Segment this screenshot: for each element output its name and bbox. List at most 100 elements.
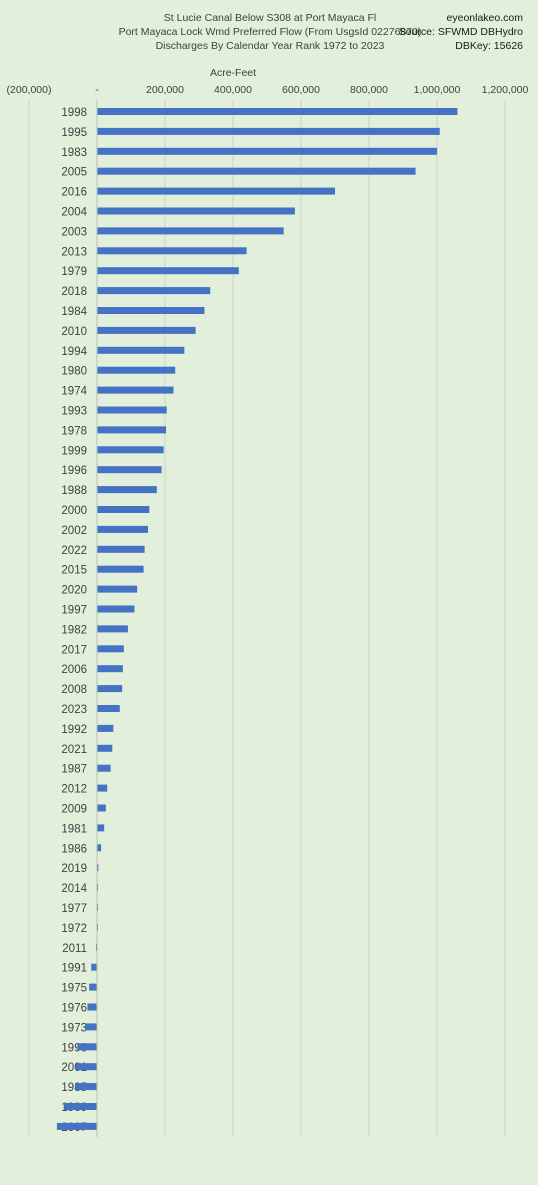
bar <box>97 685 123 693</box>
bar <box>97 804 106 812</box>
x-axis-title: Acre-Feet <box>210 67 256 79</box>
y-category-label: 2019 <box>61 863 87 875</box>
y-category-label: 2021 <box>61 744 87 756</box>
y-category-label: 1991 <box>61 963 87 975</box>
bar <box>97 446 164 454</box>
y-category-label: 2015 <box>61 565 87 577</box>
y-category-label: 2009 <box>61 804 87 816</box>
bar <box>97 167 416 175</box>
y-category-label: 1972 <box>61 923 87 935</box>
y-category-label: 1974 <box>61 386 87 398</box>
y-category-label: 1998 <box>61 107 87 119</box>
x-tick-label: 400,000 <box>214 84 252 96</box>
y-category-label: 1980 <box>61 366 87 378</box>
y-category-label: 2018 <box>61 286 87 298</box>
y-category-label: 2014 <box>61 883 87 895</box>
bar <box>97 864 99 872</box>
bar <box>97 366 176 374</box>
y-category-label: 1979 <box>61 266 87 278</box>
y-category-label: 1978 <box>61 425 87 437</box>
y-category-label: 1973 <box>61 1022 87 1034</box>
y-category-label: 1976 <box>61 1003 87 1015</box>
bar <box>97 227 284 235</box>
bar <box>97 187 335 195</box>
bar <box>74 1083 97 1091</box>
x-tick-label: 600,000 <box>282 84 320 96</box>
x-tick-label: - <box>95 84 99 96</box>
y-category-label: 1975 <box>61 983 87 995</box>
chart-title-block: St Lucie Canal Below S308 at Port Mayaca… <box>100 11 440 53</box>
chart-subtitle: Port Mayaca Lock Wmd Preferred Flow (Fro… <box>118 26 422 38</box>
bar <box>97 784 108 792</box>
bar <box>97 565 144 573</box>
bar <box>97 466 162 474</box>
bar <box>75 1063 97 1071</box>
x-tick-label: 1,200,000 <box>482 84 529 96</box>
bar <box>97 207 295 215</box>
bar <box>97 625 128 633</box>
y-category-label: 1977 <box>61 903 87 915</box>
y-category-label: 1999 <box>61 445 87 457</box>
y-category-label: 2008 <box>61 684 87 696</box>
y-category-label: 1995 <box>61 127 87 139</box>
y-category-label: 2016 <box>61 187 87 199</box>
y-category-label: 1996 <box>61 465 87 477</box>
bar <box>97 545 145 553</box>
y-category-label: 2006 <box>61 664 87 676</box>
bar <box>97 724 114 732</box>
bar <box>97 247 247 255</box>
y-category-label: 1982 <box>61 624 87 636</box>
y-category-label: 1994 <box>61 346 87 358</box>
y-category-label: 2011 <box>62 943 87 955</box>
bar <box>97 884 99 892</box>
bar <box>87 1003 97 1011</box>
bar <box>63 1103 97 1110</box>
y-category-label: 2022 <box>61 545 87 557</box>
y-category-label: 2004 <box>61 207 87 219</box>
bar <box>97 486 157 494</box>
bar <box>85 1023 97 1031</box>
bar <box>56 1122 97 1130</box>
y-category-label: 1983 <box>61 147 87 159</box>
y-category-label: 2000 <box>61 505 87 517</box>
y-category-label: 2013 <box>61 246 87 258</box>
bar <box>97 307 205 314</box>
y-category-label: 2017 <box>61 644 87 656</box>
bar <box>97 764 111 772</box>
bar <box>97 127 440 135</box>
bar <box>97 705 120 712</box>
bar <box>91 963 97 971</box>
bar <box>97 844 102 852</box>
bar <box>97 326 196 334</box>
bar <box>97 147 437 155</box>
bar <box>95 943 97 951</box>
x-tick-label: 1,000,000 <box>414 84 461 96</box>
bar <box>97 585 138 593</box>
bar <box>89 983 97 991</box>
x-tick-label: 200,000 <box>146 84 184 96</box>
y-category-label: 1987 <box>61 764 87 776</box>
bar <box>97 665 123 673</box>
bar <box>97 267 239 275</box>
dbkey: DBKey: 15626 <box>455 40 523 52</box>
x-tick-label: (200,000) <box>7 84 52 96</box>
bar <box>97 426 167 434</box>
bar <box>97 525 148 533</box>
bar <box>97 346 185 354</box>
y-category-label: 1984 <box>61 306 87 318</box>
bar <box>97 904 99 911</box>
bar <box>97 287 211 295</box>
chart-subtitle-rank: Discharges By Calendar Year Rank 1972 to… <box>155 40 385 52</box>
bar <box>97 605 135 613</box>
y-category-label: 2023 <box>61 704 87 716</box>
y-category-label: 2020 <box>61 585 87 597</box>
y-category-label: 2010 <box>61 326 87 338</box>
y-category-label: 2002 <box>61 525 87 537</box>
y-category-label: 2003 <box>61 226 87 238</box>
x-tick-label: 800,000 <box>350 84 388 96</box>
y-category-label: 1993 <box>61 406 87 418</box>
bar <box>97 386 174 394</box>
source-block: eyeonlakeo.com Source: SFWMD DBHydro DBK… <box>399 11 523 53</box>
y-category-label: 2012 <box>61 784 87 796</box>
